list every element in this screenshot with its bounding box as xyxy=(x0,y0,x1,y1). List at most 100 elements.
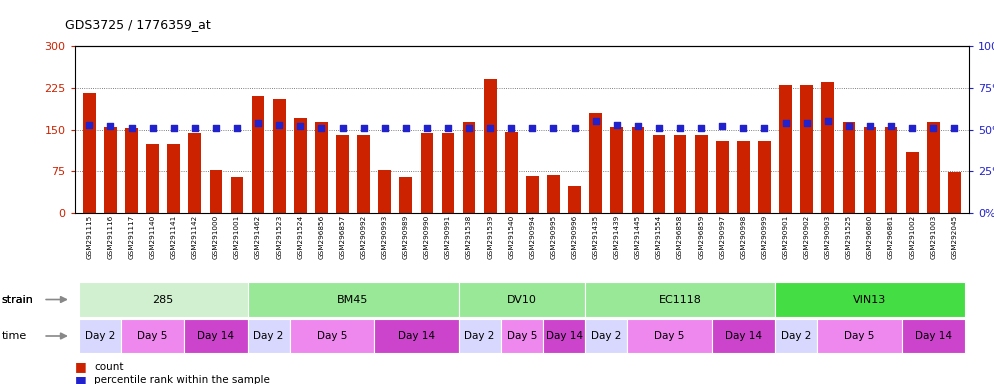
Bar xyxy=(484,79,497,213)
Point xyxy=(756,125,772,131)
Point xyxy=(777,120,793,126)
Bar xyxy=(336,135,349,213)
Bar xyxy=(315,122,328,213)
Point xyxy=(946,125,962,131)
Bar xyxy=(400,177,413,213)
Point xyxy=(313,125,329,131)
Point xyxy=(883,123,899,129)
Bar xyxy=(189,134,201,213)
Text: Day 5: Day 5 xyxy=(844,331,875,341)
Point xyxy=(862,123,878,129)
Bar xyxy=(441,134,454,213)
Point xyxy=(440,125,456,131)
Bar xyxy=(273,99,285,213)
Point xyxy=(292,123,308,129)
Text: Day 14: Day 14 xyxy=(546,331,582,341)
Point xyxy=(799,120,815,126)
Bar xyxy=(906,152,918,213)
Text: Day 14: Day 14 xyxy=(398,331,434,341)
Bar xyxy=(569,186,580,213)
Text: Day 5: Day 5 xyxy=(317,331,347,341)
Point xyxy=(356,125,372,131)
Text: Day 2: Day 2 xyxy=(253,331,284,341)
Point xyxy=(820,118,836,124)
Bar xyxy=(589,113,602,213)
Point xyxy=(82,121,97,127)
Point xyxy=(145,125,161,131)
Bar xyxy=(357,135,370,213)
Bar xyxy=(885,127,898,213)
Bar xyxy=(251,96,264,213)
Bar xyxy=(547,175,560,213)
Bar xyxy=(758,141,770,213)
Point xyxy=(736,125,751,131)
Point xyxy=(567,125,582,131)
Bar xyxy=(864,127,877,213)
Bar xyxy=(167,144,180,213)
Text: Day 5: Day 5 xyxy=(654,331,685,341)
Point xyxy=(651,125,667,131)
Bar xyxy=(800,85,813,213)
Point xyxy=(672,125,688,131)
Bar xyxy=(463,122,475,213)
Point xyxy=(166,125,182,131)
Bar xyxy=(505,132,518,213)
Text: strain: strain xyxy=(2,295,34,305)
Text: Day 14: Day 14 xyxy=(198,331,235,341)
Text: Day 14: Day 14 xyxy=(914,331,952,341)
Point xyxy=(525,125,541,131)
Point xyxy=(377,125,393,131)
Bar xyxy=(210,170,223,213)
Bar xyxy=(294,118,306,213)
Bar xyxy=(420,134,433,213)
Point xyxy=(693,125,709,131)
Point xyxy=(271,121,287,127)
Text: EC1118: EC1118 xyxy=(659,295,702,305)
Text: Day 5: Day 5 xyxy=(137,331,168,341)
Point xyxy=(335,125,351,131)
Bar xyxy=(146,144,159,213)
Text: Day 2: Day 2 xyxy=(781,331,811,341)
Text: Day 5: Day 5 xyxy=(507,331,537,341)
Text: DV10: DV10 xyxy=(507,295,537,305)
Text: time: time xyxy=(2,331,27,341)
Point xyxy=(587,118,603,124)
Bar xyxy=(231,177,244,213)
Point xyxy=(461,125,477,131)
Text: GDS3725 / 1776359_at: GDS3725 / 1776359_at xyxy=(65,18,211,31)
Point xyxy=(102,123,118,129)
Point xyxy=(609,121,625,127)
Text: Day 2: Day 2 xyxy=(464,331,495,341)
Bar xyxy=(843,122,855,213)
Bar xyxy=(738,141,749,213)
Text: strain: strain xyxy=(1,295,33,305)
Bar xyxy=(125,128,138,213)
Point xyxy=(208,125,224,131)
Point xyxy=(546,125,562,131)
Text: BM45: BM45 xyxy=(337,295,369,305)
Bar xyxy=(674,135,687,213)
Point xyxy=(187,125,203,131)
Point xyxy=(630,123,646,129)
Bar xyxy=(716,141,729,213)
Bar xyxy=(83,93,95,213)
Bar xyxy=(821,82,834,213)
Bar xyxy=(948,172,961,213)
Bar xyxy=(379,170,391,213)
Point xyxy=(503,125,519,131)
Text: ■: ■ xyxy=(75,360,86,373)
Text: count: count xyxy=(94,362,124,372)
Bar xyxy=(631,127,644,213)
Bar xyxy=(610,127,623,213)
Point xyxy=(715,123,731,129)
Bar xyxy=(526,176,539,213)
Point xyxy=(123,125,139,131)
Point xyxy=(398,125,414,131)
Text: VIN13: VIN13 xyxy=(854,295,887,305)
Point xyxy=(418,125,434,131)
Text: percentile rank within the sample: percentile rank within the sample xyxy=(94,375,270,384)
Text: Day 2: Day 2 xyxy=(84,331,115,341)
Bar xyxy=(104,127,116,213)
Point xyxy=(905,125,920,131)
Point xyxy=(229,125,245,131)
